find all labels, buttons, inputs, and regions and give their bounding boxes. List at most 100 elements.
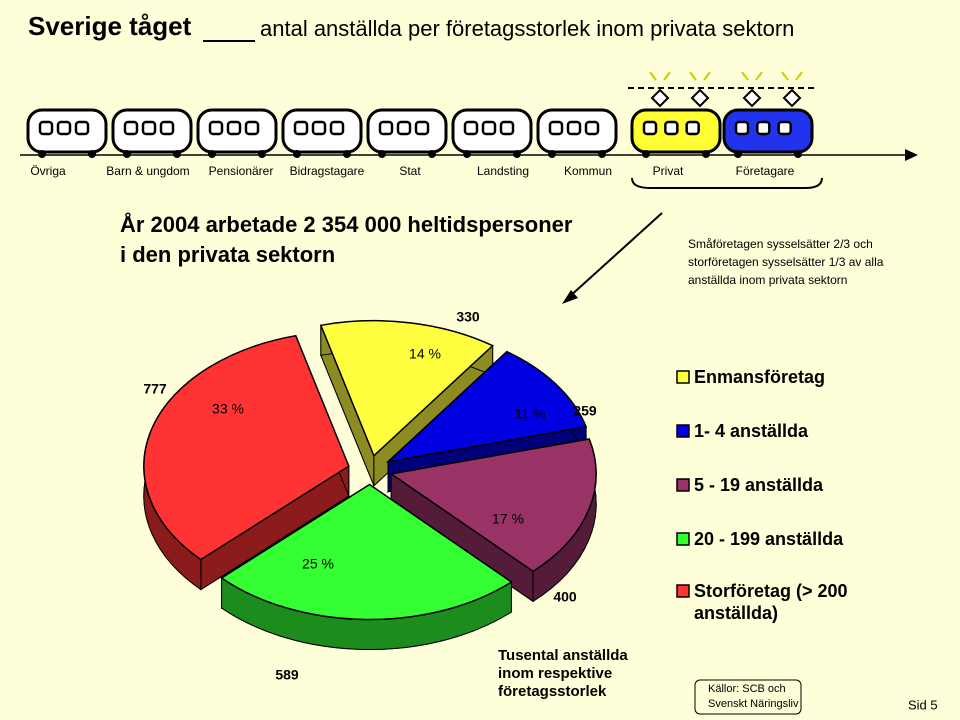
legend-label: Enmansföretag (694, 367, 826, 387)
wheel (123, 150, 131, 158)
car-window (396, 120, 412, 136)
car-label: Kommun (564, 164, 612, 178)
amount-label: 330 (456, 309, 480, 325)
legend-swatch (676, 584, 690, 598)
car-label: Privat (653, 164, 684, 178)
track-arrow (905, 149, 918, 161)
car-window (481, 120, 497, 136)
car-window (566, 120, 582, 136)
car-window (159, 120, 175, 136)
value-label: 25 % (302, 556, 334, 572)
legend-label: 20 - 199 anställda (694, 529, 844, 549)
unit-note: inom respektive (498, 665, 612, 682)
car-window (414, 120, 430, 136)
car-window (329, 120, 345, 136)
car-window (777, 120, 792, 136)
spark (741, 71, 803, 81)
car-window (378, 120, 394, 136)
legend-entry: Storföretag (> 200 anställda) (694, 581, 848, 623)
car-window (548, 120, 564, 136)
wheel (642, 150, 650, 158)
unit-note: Tusental anställda (498, 647, 628, 664)
car-label: Övriga (30, 164, 66, 178)
value-label: 33 % (212, 401, 244, 417)
car-window (734, 120, 750, 136)
wheel (258, 150, 266, 158)
car-window (141, 120, 157, 136)
wheel (794, 150, 802, 158)
legend-entry: 1- 4 anställda (694, 421, 809, 441)
wheel (208, 150, 216, 158)
amount-label: 259 (573, 403, 597, 419)
wheel (88, 150, 96, 158)
car-window (499, 120, 515, 136)
car-window (226, 120, 242, 136)
amount-label: 777 (143, 381, 167, 397)
car-window (244, 120, 260, 136)
slice (385, 350, 588, 463)
pointer-line (567, 212, 663, 299)
subtitle: antal anställda per företagsstorlek inom… (260, 16, 794, 41)
wheel (293, 150, 301, 158)
car-window (756, 120, 771, 136)
source-box (694, 679, 802, 715)
wheel (548, 150, 556, 158)
legend-entry: 5 - 19 anställda (694, 475, 824, 495)
page-number: Sid 5 (908, 697, 938, 712)
slice (220, 483, 513, 621)
car-label: Barn & ungdom (106, 164, 189, 178)
wheel (378, 150, 386, 158)
source: Källor: SCB och (708, 683, 786, 695)
legend-swatch (676, 370, 690, 384)
source: Svenskt Näringsliv (708, 698, 799, 710)
wheel (734, 150, 742, 158)
headline: i den privata sektorn (120, 242, 335, 267)
amount-label: 400 (553, 589, 577, 605)
slice (143, 334, 350, 561)
car-window (664, 120, 679, 136)
legend-label: 5 - 19 anställda (694, 475, 824, 495)
legend-label: Storföretag (> 200 anställda) (694, 581, 848, 623)
wheel (428, 150, 436, 158)
legend-swatch (676, 478, 690, 492)
bracket (631, 177, 823, 189)
legend-entry: 20 - 199 anställda (694, 529, 844, 549)
car-window (584, 120, 600, 136)
legend-swatch (676, 424, 690, 438)
note: storföretagen sysselsätter 1/3 av alla (688, 255, 884, 269)
slice (389, 438, 597, 573)
car-window (208, 120, 224, 136)
car-window (685, 120, 700, 136)
value-label: 14 % (409, 346, 441, 362)
amount-label: 589 (275, 667, 299, 683)
value-label: 17 % (492, 511, 524, 527)
car-window (56, 120, 72, 136)
legend-swatch (676, 532, 690, 546)
unit-note: företagsstorlek (498, 683, 607, 700)
note: Småföretagen sysselsätter 2/3 och (688, 237, 873, 251)
car-window (311, 120, 327, 136)
car-label: Företagare (736, 164, 795, 178)
headline: År 2004 arbetade 2 354 000 heltidsperson… (120, 211, 573, 237)
pointer-arrow (562, 290, 578, 304)
car-label: Landsting (477, 164, 529, 178)
wheel (598, 150, 606, 158)
legend-entry: Enmansföretag (694, 367, 826, 387)
note: anställda inom privata sektorn (688, 273, 847, 287)
title: Sverige tåget (28, 11, 192, 41)
car-label: Bidragstagare (290, 164, 365, 178)
pantograph (650, 88, 670, 108)
car-label: Pensionärer (209, 164, 274, 178)
wheel (173, 150, 181, 158)
pantograph (782, 88, 802, 108)
car-window (74, 120, 90, 136)
pantograph (742, 88, 762, 108)
car-window (38, 120, 54, 136)
wheel (343, 150, 351, 158)
car-window (123, 120, 139, 136)
legend-label: 1- 4 anställda (694, 421, 809, 441)
slice (319, 319, 494, 457)
pantograph (690, 88, 710, 108)
